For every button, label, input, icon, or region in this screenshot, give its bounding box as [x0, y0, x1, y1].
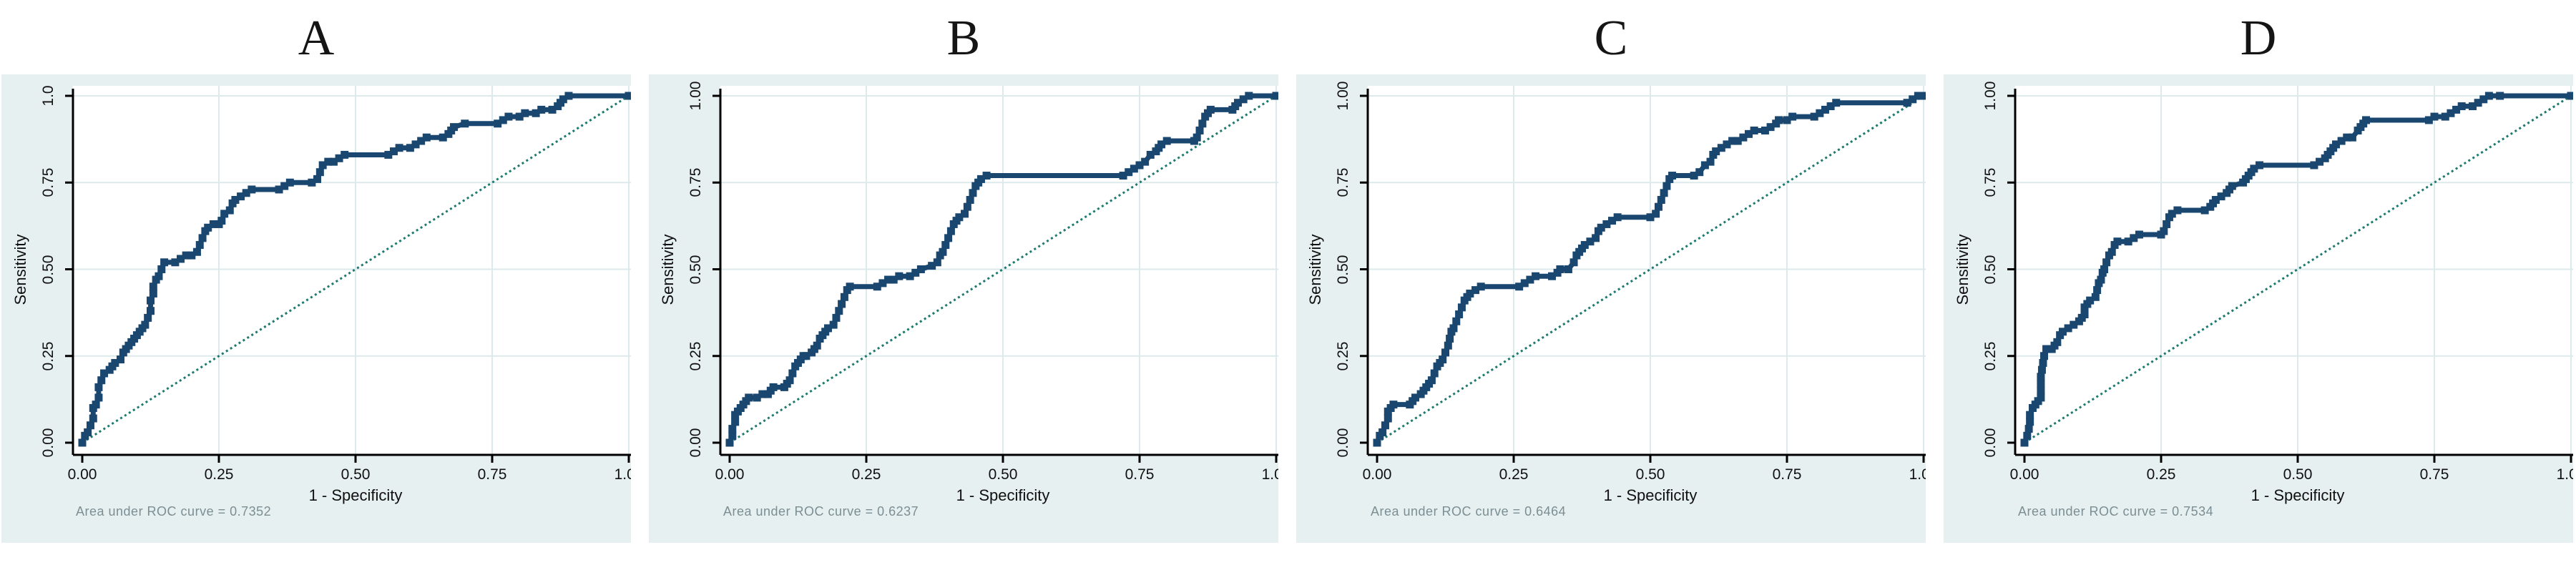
y-tick-label: 0.00: [687, 428, 704, 458]
y-tick-label: 0.50: [1982, 255, 1999, 285]
auc-caption: Area under ROC curve = 0.7534: [2018, 504, 2214, 519]
y-tick-label: 0.50: [40, 255, 57, 285]
x-tick-label: 0.25: [1499, 466, 1529, 483]
x-tick-label: 0.75: [1125, 466, 1155, 483]
x-tick-label: 1.00: [614, 466, 631, 483]
y-tick-label: 0.25: [1982, 342, 1999, 371]
y-axis-label: Sensitivity: [1306, 234, 1324, 305]
x-tick-label: 0.00: [68, 466, 97, 483]
x-tick-label: 0.75: [478, 466, 507, 483]
x-tick-label: 0.00: [2010, 466, 2039, 483]
x-tick-label: 0.75: [1773, 466, 1802, 483]
x-tick-label: 0.25: [2147, 466, 2176, 483]
x-axis-label: 1 - Specificity: [956, 486, 1050, 504]
roc-chart: 0.00 0.25 0.50 0.75 1.00 0.00 0.25 0.50 …: [1306, 82, 1926, 504]
x-tick-label: 1.00: [2557, 466, 2573, 483]
y-axis-label: Sensitivity: [11, 234, 29, 305]
roc-panel-a: A 0.00 0.25 0.50 0.75 1.00 0.00 0.25 0.5…: [1, 3, 631, 543]
x-tick-label: 0.25: [205, 466, 234, 483]
x-tick-label: 1.00: [1262, 466, 1278, 483]
x-axis-label: 1 - Specificity: [2251, 486, 2345, 504]
x-tick-label: 0.00: [1363, 466, 1392, 483]
y-tick-label: 0.00: [1982, 428, 1999, 458]
roc-plot-c: 0.00 0.25 0.50 0.75 1.00 0.00 0.25 0.50 …: [1296, 74, 1926, 543]
y-tick-label: 0.75: [1335, 168, 1351, 197]
y-tick-label: 0.25: [40, 342, 57, 371]
y-tick-label: 0.75: [40, 168, 57, 197]
x-tick-label: 0.50: [1636, 466, 1665, 483]
roc-panels-strip: A 0.00 0.25 0.50 0.75 1.00 0.00 0.25 0.5…: [1, 3, 2573, 543]
roc-chart: 0.00 0.25 0.50 0.75 1.00 0.00 0.25 0.50 …: [659, 82, 1278, 504]
y-tick-label: 1.0: [40, 85, 57, 106]
y-tick-label: 0.50: [1335, 255, 1351, 285]
roc-plot-d: 0.00 0.25 0.50 0.75 1.00 0.00 0.25 0.50 …: [1944, 74, 2573, 543]
x-tick-label: 0.50: [989, 466, 1018, 483]
x-axis-label: 1 - Specificity: [1604, 486, 1698, 504]
y-tick-label: 0.75: [1982, 168, 1999, 197]
y-axis-label: Sensitivity: [1954, 234, 1972, 305]
auc-caption: Area under ROC curve = 0.6464: [1371, 504, 1567, 519]
roc-panel-b: B 0.00 0.25 0.50 0.75 1.00 0.00 0.25 0.5…: [649, 3, 1278, 543]
x-axis-label: 1 - Specificity: [309, 486, 403, 504]
x-tick-label: 0.50: [341, 466, 371, 483]
panel-title-d: D: [2240, 11, 2277, 66]
y-tick-label: 0.00: [40, 428, 57, 458]
x-tick-label: 0.25: [852, 466, 881, 483]
x-tick-label: 1.00: [1909, 466, 1926, 483]
roc-panel-c: C 0.00 0.25 0.50 0.75 1.00 0.00 0.25 0.5…: [1296, 3, 1926, 543]
y-tick-label: 1.00: [687, 82, 704, 111]
roc-plot-a: 0.00 0.25 0.50 0.75 1.00 0.00 0.25 0.50 …: [1, 74, 631, 543]
x-tick-label: 0.50: [2283, 466, 2313, 483]
y-tick-label: 1.00: [1982, 82, 1999, 111]
x-tick-label: 0.00: [715, 466, 745, 483]
roc-plot-b: 0.00 0.25 0.50 0.75 1.00 0.00 0.25 0.50 …: [649, 74, 1278, 543]
y-tick-label: 0.75: [687, 168, 704, 197]
roc-panel-d: D 0.00 0.25 0.50 0.75 1.00 0.00 0.25 0.5…: [1944, 3, 2573, 543]
roc-chart: 0.00 0.25 0.50 0.75 1.00 0.00 0.25 0.50 …: [1954, 82, 2573, 504]
roc-chart: 0.00 0.25 0.50 0.75 1.00 0.00 0.25 0.50 …: [11, 85, 631, 504]
auc-caption: Area under ROC curve = 0.7352: [76, 504, 272, 519]
auc-caption: Area under ROC curve = 0.6237: [723, 504, 919, 519]
y-tick-label: 0.25: [687, 342, 704, 371]
y-tick-label: 0.00: [1335, 428, 1351, 458]
panel-title-b: B: [946, 11, 981, 66]
panel-title-a: A: [298, 11, 335, 66]
y-tick-label: 0.25: [1335, 342, 1351, 371]
x-tick-label: 0.75: [2420, 466, 2449, 483]
y-tick-label: 1.00: [1335, 82, 1351, 111]
y-axis-label: Sensitivity: [659, 234, 677, 305]
y-tick-label: 0.50: [687, 255, 704, 285]
panel-title-c: C: [1594, 11, 1628, 66]
